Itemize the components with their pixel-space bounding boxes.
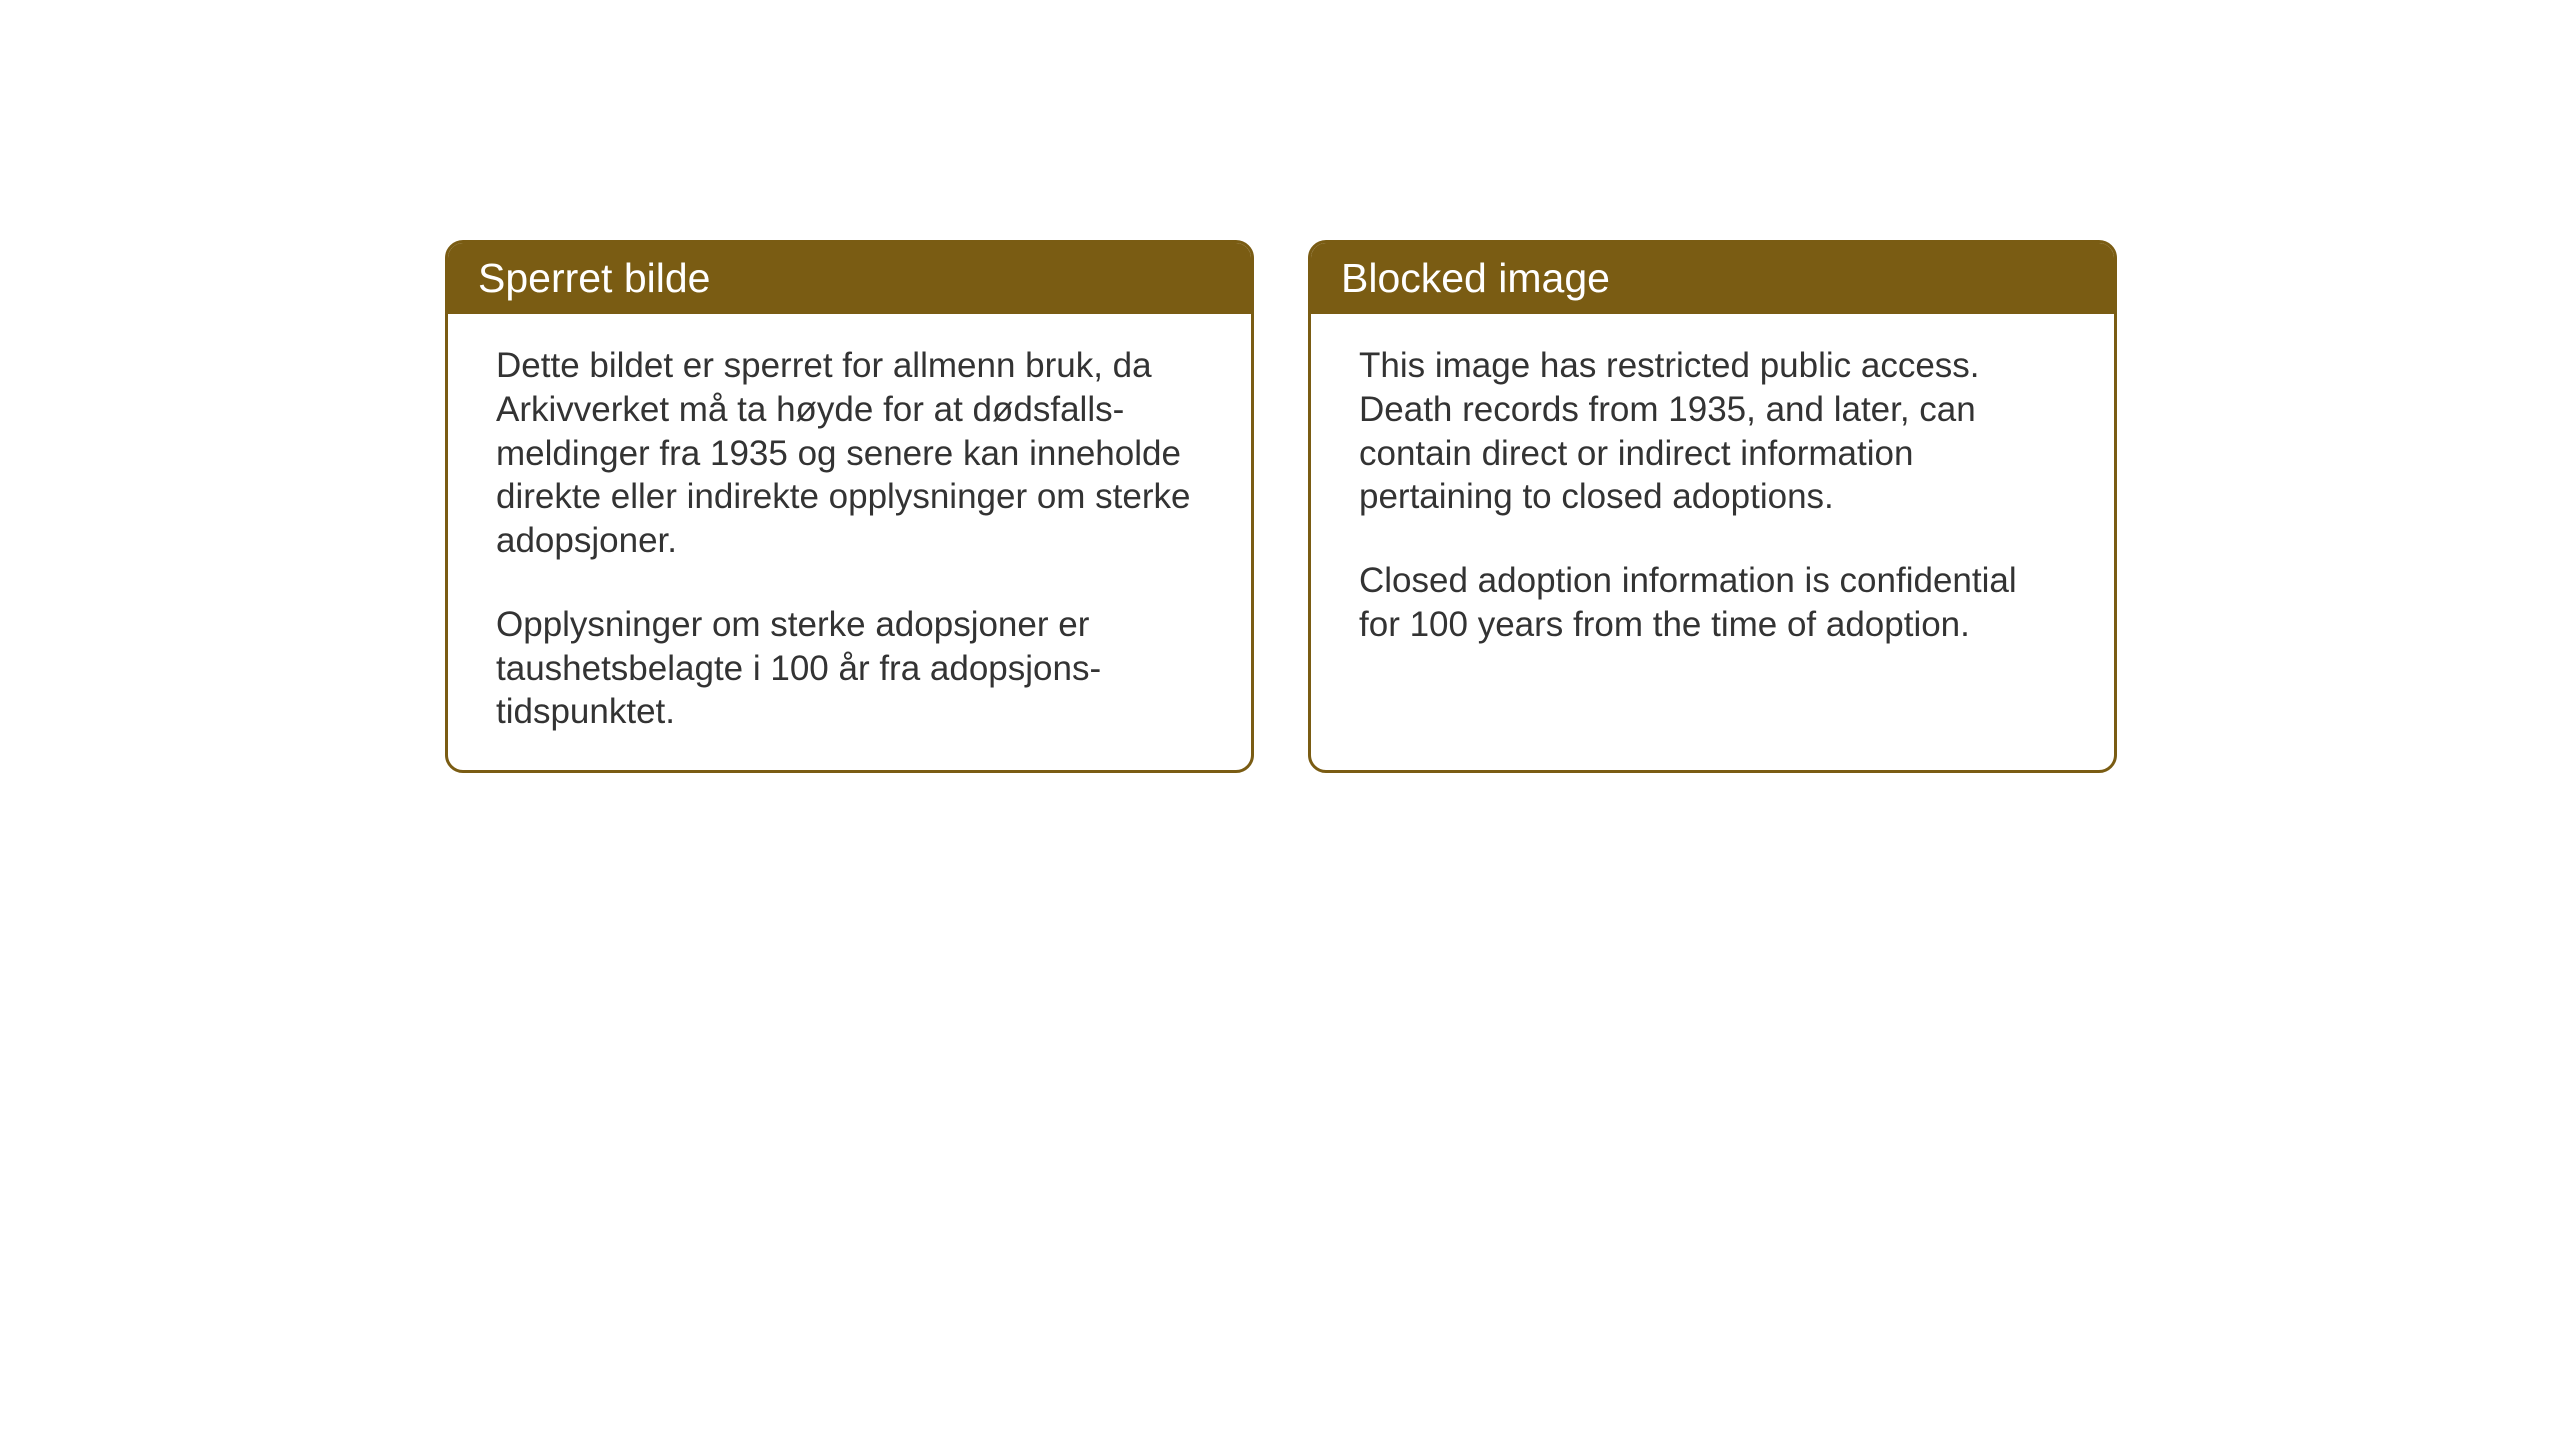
card-title-norwegian: Sperret bilde [478,255,710,301]
card-norwegian: Sperret bilde Dette bildet er sperret fo… [445,240,1254,773]
cards-container: Sperret bilde Dette bildet er sperret fo… [445,240,2117,773]
card-paragraph-2-english: Closed adoption information is confident… [1359,559,2066,647]
card-header-norwegian: Sperret bilde [448,243,1251,314]
card-paragraph-1-english: This image has restricted public access.… [1359,344,2066,519]
card-body-norwegian: Dette bildet er sperret for allmenn bruk… [448,314,1251,770]
card-paragraph-1-norwegian: Dette bildet er sperret for allmenn bruk… [496,344,1203,563]
card-english: Blocked image This image has restricted … [1308,240,2117,773]
card-title-english: Blocked image [1341,255,1610,301]
card-header-english: Blocked image [1311,243,2114,314]
card-body-english: This image has restricted public access.… [1311,314,2114,714]
card-paragraph-2-norwegian: Opplysninger om sterke adopsjoner er tau… [496,603,1203,734]
